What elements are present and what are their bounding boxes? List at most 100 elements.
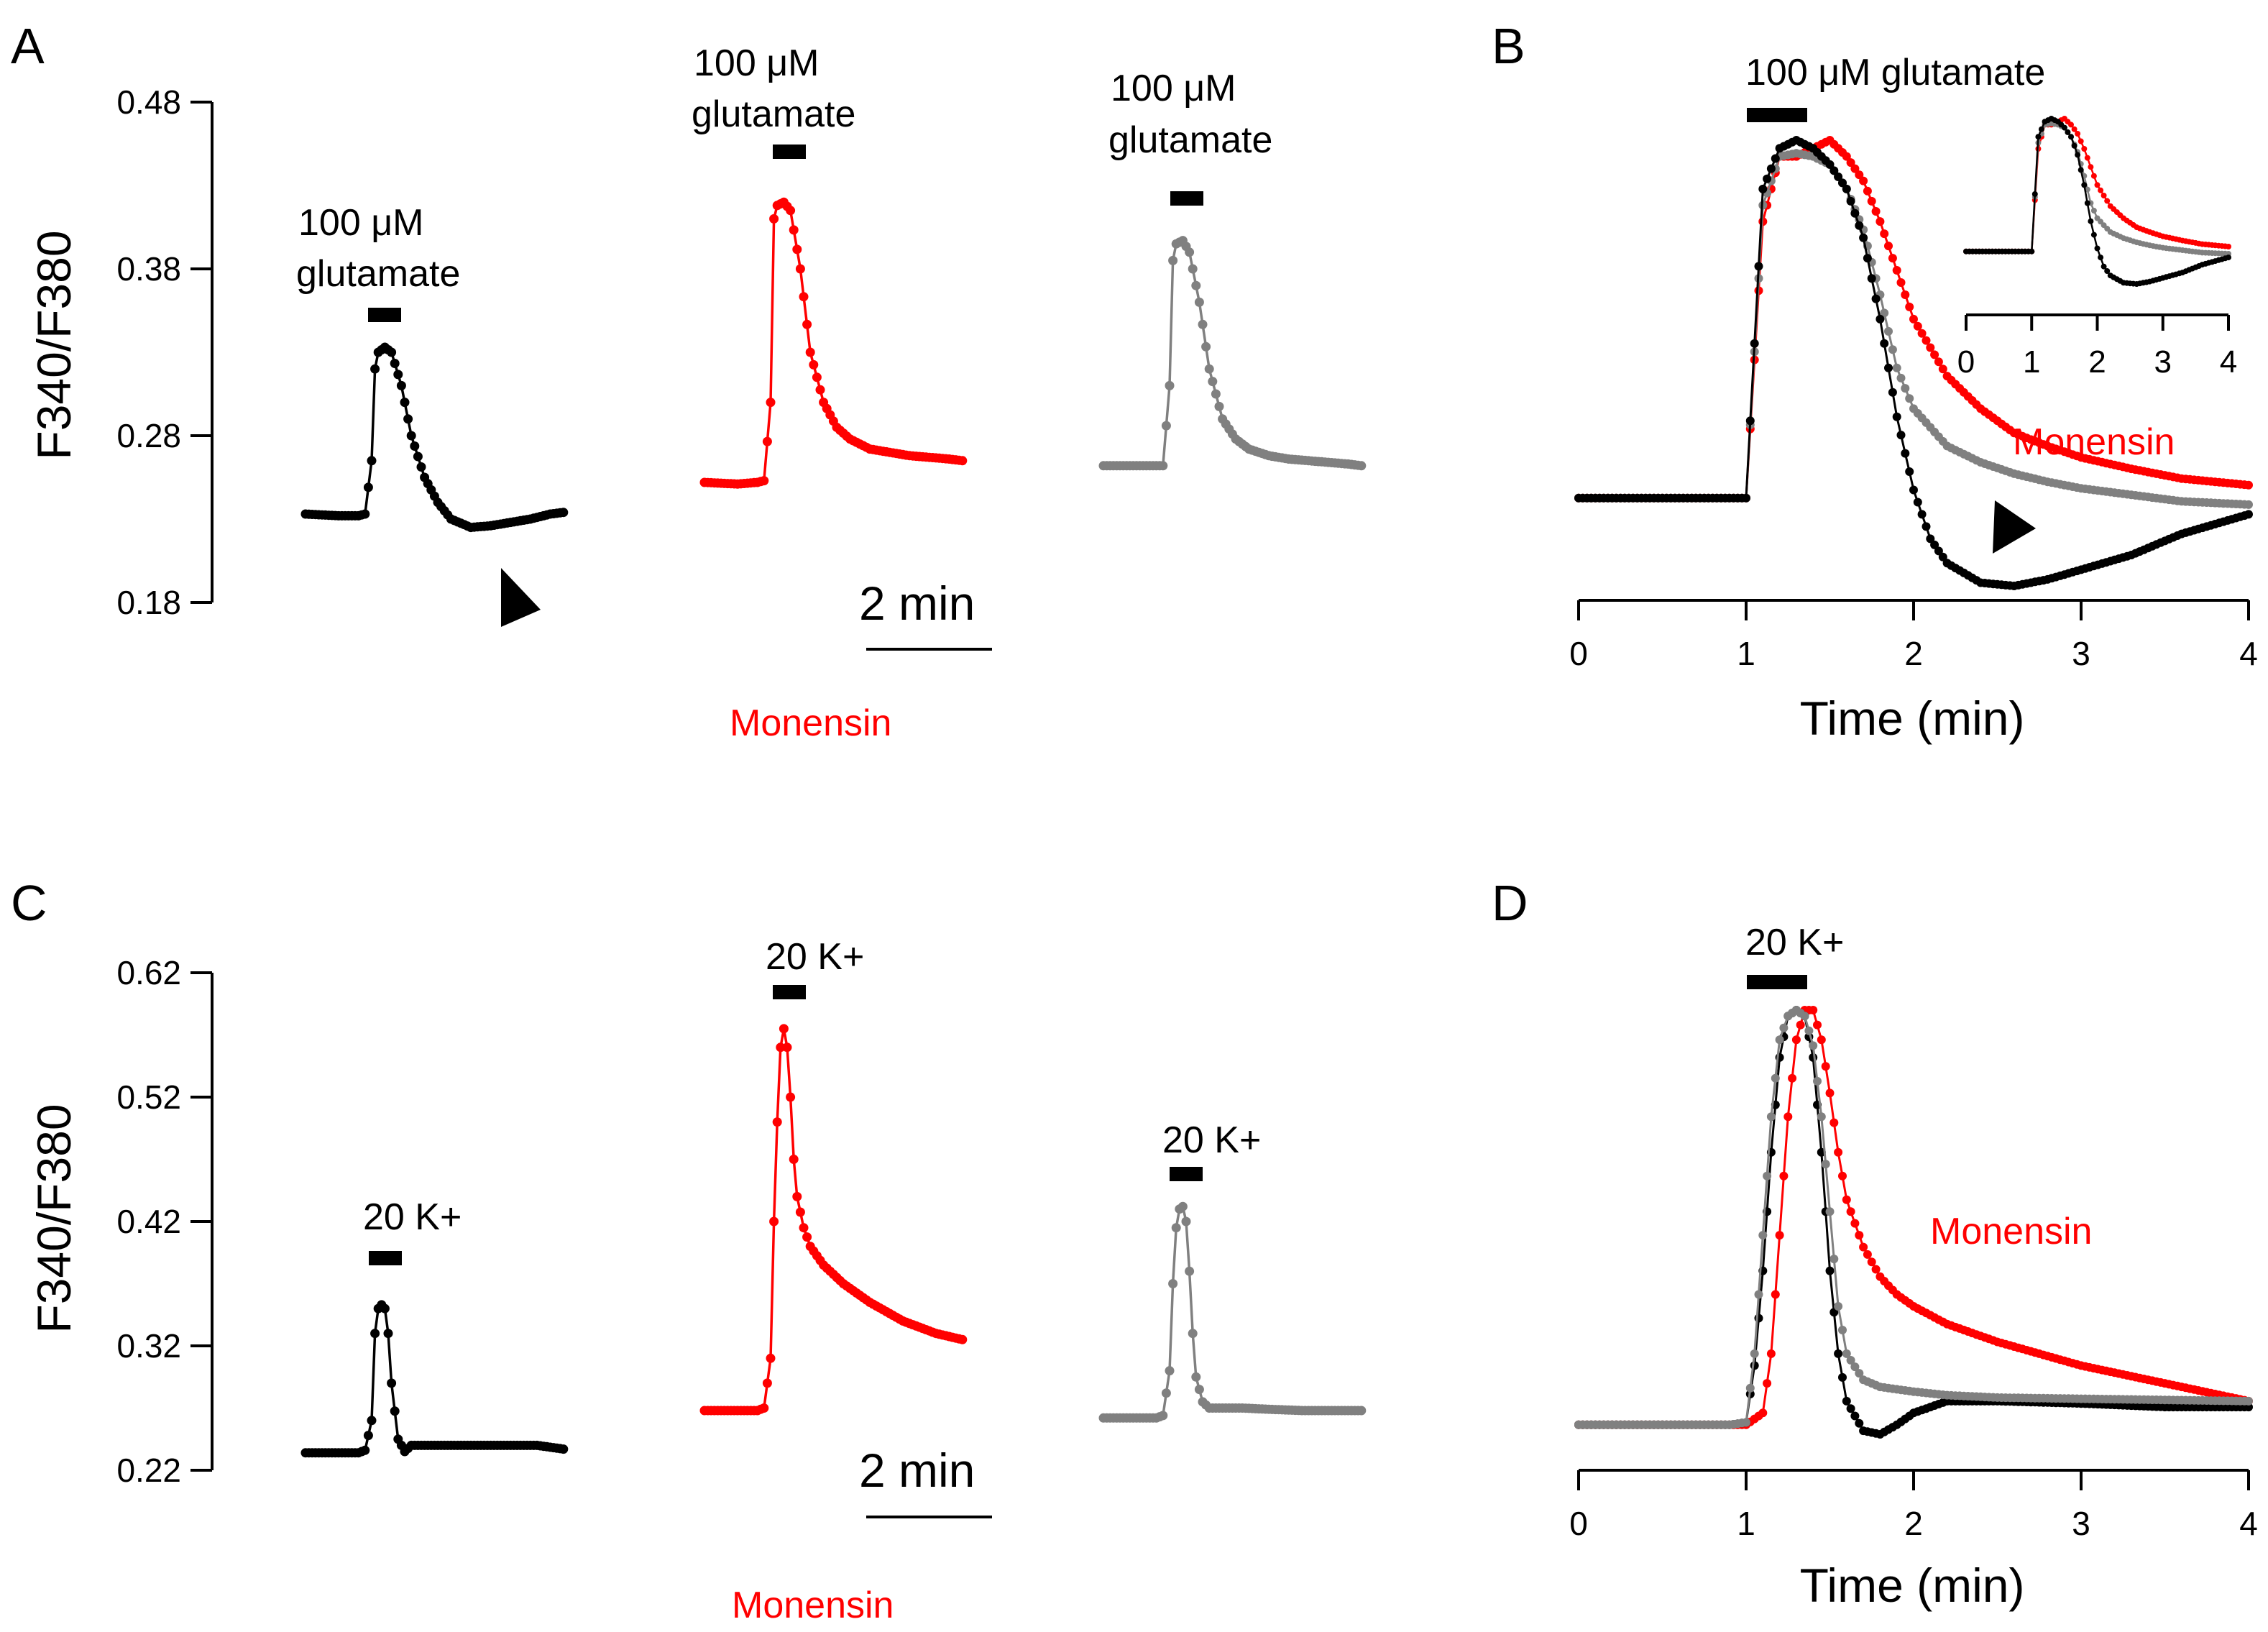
- x-tick-label: 1: [1737, 635, 1755, 672]
- trace-gray-point: [1884, 326, 1893, 336]
- panel-d-xlabel: Time (min): [1800, 1559, 2025, 1612]
- trace-red-point: [1846, 158, 1855, 168]
- trace-black-point: [1771, 154, 1780, 163]
- trace-red-point: [1863, 186, 1872, 196]
- trace-red-point: [802, 319, 812, 329]
- y-tick-label: 0.18: [116, 584, 181, 621]
- stim-bar: [368, 308, 401, 322]
- inset-trace-black-point: [2038, 126, 2044, 132]
- trace-black-point: [1825, 160, 1835, 169]
- trace-red-point: [1825, 1088, 1835, 1098]
- trace-gray-point: [1161, 421, 1171, 431]
- y-tick-label: 0.28: [116, 417, 181, 454]
- panel-d-traces: [1574, 1006, 2253, 1439]
- trace-red-point: [1880, 229, 1889, 239]
- trace-gray-point: [1809, 1041, 1818, 1050]
- trace-black-point: [410, 441, 420, 451]
- trace-red-point: [1809, 1006, 1818, 1014]
- trace-gray-point: [1185, 1266, 1195, 1276]
- panel-a-y-ticks: 0.48 0.38 0.28 0.18: [116, 83, 212, 621]
- trace-red-point: [1850, 1219, 1860, 1228]
- trace-gray-point: [1356, 1406, 1367, 1416]
- trace-black-point: [406, 431, 416, 441]
- trace-red-point: [1871, 207, 1881, 216]
- trace-black-point: [1917, 510, 1927, 519]
- glutamate-label-line1: 100 μM: [1111, 68, 1236, 109]
- trace-gray-point: [1763, 1171, 1772, 1181]
- trace-red-point: [1829, 1118, 1839, 1127]
- panel-a-ylabel: F340/F380: [27, 230, 81, 459]
- trace-red-point: [782, 1042, 792, 1053]
- inset-x-ticks: 0 1 2 3 4: [1957, 315, 2237, 380]
- trace-black-point: [1892, 412, 1901, 421]
- inset-trace-red-point: [2068, 122, 2074, 128]
- inset-trace-black-point: [2226, 255, 2231, 261]
- trace-gray-point: [1177, 1201, 1188, 1211]
- trace-red-point: [2244, 480, 2253, 490]
- inset-traces: [1963, 116, 2231, 287]
- panel-b-x-ticks: 0 1 2 3 4: [1569, 600, 2258, 672]
- stim-bar: [773, 985, 806, 999]
- trace-black-point: [1855, 221, 1864, 230]
- trace-black-point: [1867, 274, 1876, 283]
- trace-black-point: [1758, 184, 1768, 193]
- trace-gray-point: [1204, 364, 1214, 374]
- trace-gray-point: [1817, 1112, 1826, 1122]
- inset-trace-red-point: [2226, 244, 2231, 249]
- glutamate-label-line1: 100 μM: [298, 202, 423, 244]
- trace-gray-point: [1201, 341, 1211, 352]
- inset-trace-black-point: [2094, 245, 2101, 252]
- trace-red-point: [769, 214, 779, 224]
- trace-black-point: [1901, 449, 1910, 458]
- trace-red-point: [1896, 278, 1906, 287]
- trace-black-line: [1579, 1009, 2249, 1436]
- trace-black-point: [2244, 510, 2253, 519]
- trace-gray-point: [1888, 345, 1897, 354]
- trace-gray-point: [1842, 1349, 1851, 1358]
- trace-red-point: [1926, 343, 1935, 352]
- x-tick-label: 4: [2239, 635, 2258, 672]
- trace-gray-point: [1185, 247, 1195, 257]
- trace-red-point: [759, 1403, 769, 1413]
- panel-d-letter: D: [1492, 875, 1528, 931]
- x-tick-label: 3: [2154, 344, 2172, 380]
- trace-red-point: [1905, 302, 1914, 311]
- x-tick-label: 3: [2072, 1505, 2090, 1542]
- trace-red-point: [1884, 242, 1893, 251]
- trace-red-point: [799, 1223, 809, 1233]
- trace-gray-point: [1892, 363, 1901, 372]
- trace-red-point: [769, 1216, 779, 1227]
- trace-red-point: [1791, 1035, 1801, 1045]
- scale-bar-label: 2 min: [859, 577, 975, 630]
- x-tick-label: 0: [1957, 344, 1975, 380]
- stim-bar: [773, 145, 806, 159]
- trace-gray-point: [1838, 1326, 1847, 1334]
- stim-bar: [369, 1251, 402, 1265]
- trace-red-point: [1876, 217, 1885, 226]
- trace-red-point: [1838, 1171, 1847, 1181]
- trace-red-point: [1871, 1265, 1881, 1274]
- stim-bar: [1747, 975, 1807, 989]
- inset-trace-gray-line: [1966, 122, 2229, 255]
- trace-black-point: [1754, 1314, 1763, 1323]
- trace-gray-line: [1579, 1009, 2249, 1426]
- trace-red-point: [1758, 1408, 1768, 1418]
- inset-trace-red-point: [2084, 155, 2090, 161]
- arrowhead-icon: [1993, 500, 2036, 554]
- trace-red-point: [1892, 266, 1901, 275]
- glutamate-label-line1: 100 μM: [694, 42, 819, 84]
- trace-red-point: [776, 1042, 786, 1053]
- inset-trace-red-point: [2090, 173, 2097, 179]
- trace-red-point: [1817, 1035, 1826, 1045]
- trace-gray-point: [1754, 1290, 1763, 1299]
- panel-d-x-ticks: 0 1 2 3 4: [1569, 1470, 2258, 1542]
- inset-trace-black-point: [2029, 248, 2035, 255]
- trace-gray-point: [1850, 1362, 1860, 1372]
- trace-red-point: [1779, 1171, 1789, 1181]
- trace-red-point: [789, 1155, 799, 1164]
- trace-black-point: [1855, 1418, 1864, 1428]
- trace-red-point: [1901, 290, 1910, 299]
- trace-black-point: [1871, 294, 1881, 303]
- trace-red-point: [1855, 1231, 1864, 1240]
- trace-black-point: [1846, 196, 1855, 206]
